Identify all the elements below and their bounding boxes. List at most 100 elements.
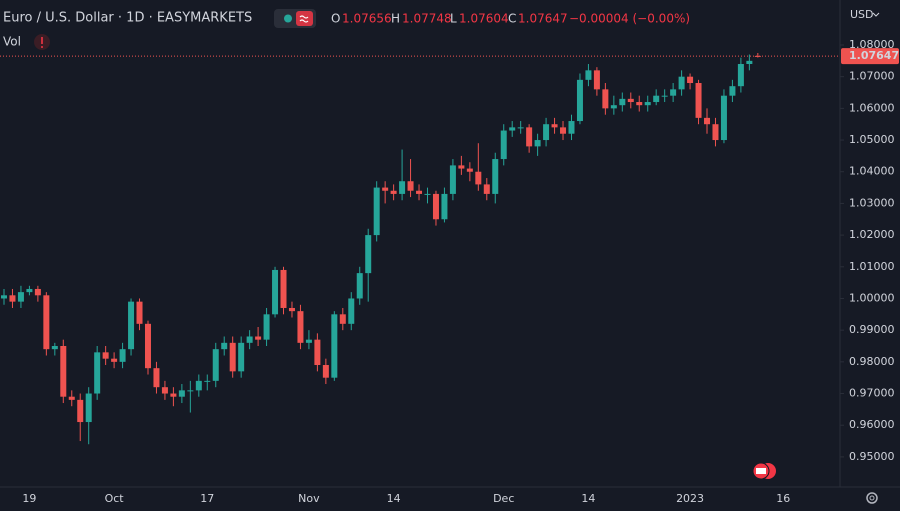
candle-body (602, 89, 609, 109)
candle-body (534, 140, 541, 147)
candle-body (314, 339, 321, 366)
y-tick-label: 1.02000 (849, 228, 895, 241)
volume-warning[interactable] (34, 34, 50, 50)
candles (1, 52, 761, 445)
x-tick-label: 19 (22, 492, 36, 505)
candle-body (500, 130, 507, 160)
y-tick-label: 1.06000 (849, 101, 895, 114)
candle-body (517, 127, 524, 129)
candle-body (221, 342, 228, 350)
candle-body (85, 393, 92, 423)
candle-body (365, 235, 372, 274)
settings-gear[interactable] (866, 492, 878, 504)
candle-body (475, 171, 482, 185)
candle-body (356, 273, 363, 299)
candle-body (322, 365, 329, 378)
candle-body (737, 64, 744, 87)
last-price-label: 1.07647 (849, 49, 899, 62)
candle-body (593, 70, 600, 90)
candle-body (187, 390, 194, 392)
last-price-box (841, 48, 899, 65)
candle-body (551, 124, 558, 128)
candle-body (34, 288, 41, 296)
candle-body (373, 187, 380, 236)
candle-body (60, 346, 67, 397)
candle-body (416, 190, 423, 194)
candle-body (212, 349, 219, 381)
candle-body (585, 70, 592, 80)
y-tick-label: 1.04000 (849, 165, 895, 178)
currency-label[interactable]: USD (850, 8, 874, 21)
candle-body (441, 193, 448, 220)
toggle-alert (296, 11, 313, 26)
toggle-dot (284, 14, 292, 23)
candle-body (119, 349, 126, 362)
candle-body (288, 307, 295, 312)
y-tick-label: 1.05000 (849, 133, 895, 146)
candle-body (246, 336, 253, 343)
candle-body (627, 98, 634, 103)
candle-body (161, 387, 168, 394)
candle-body (670, 89, 677, 96)
y-tick-label: 1.08000 (849, 38, 895, 51)
candle-body (678, 76, 685, 90)
x-tick-label: Nov (298, 492, 320, 505)
y-tick-label: 1.03000 (849, 196, 895, 209)
candle-body (305, 339, 312, 343)
events-flag[interactable] (752, 462, 776, 480)
x-tick-label: 2023 (676, 492, 704, 505)
x-tick-label: 14 (387, 492, 401, 505)
candle-body (483, 184, 490, 194)
candle-body (568, 121, 575, 134)
candle-body (111, 358, 118, 362)
y-tick-label: 0.96000 (849, 418, 895, 431)
warning-dot (41, 46, 43, 48)
candle-body (424, 193, 431, 195)
toggle-wave (299, 15, 309, 23)
candle-body (9, 295, 16, 302)
candle-body (644, 102, 651, 106)
candle-body (619, 98, 626, 106)
ohlc-change: −0.00004 (−0.00%) (569, 12, 690, 26)
candle-body (704, 117, 711, 125)
candle-body (204, 380, 211, 382)
candle-body (229, 342, 236, 372)
candle-body (449, 165, 456, 194)
candle-body (17, 292, 24, 302)
candle-body (272, 269, 279, 315)
ohlc-letter: C (508, 12, 516, 26)
x-tick-label: Dec (493, 492, 514, 505)
candle-body (560, 127, 567, 134)
ohlc-letter: O (331, 12, 340, 26)
candle-body (153, 368, 160, 388)
candle-body (720, 95, 727, 141)
candle-body (297, 311, 304, 343)
currency-chevron (872, 12, 880, 17)
candle-body (348, 298, 355, 324)
ohlc-close: 1.07647 (518, 12, 568, 26)
candle-body (407, 181, 414, 191)
candle-body (636, 102, 643, 106)
candle-body (466, 168, 473, 172)
candle-body (263, 314, 270, 340)
candle-body (687, 76, 694, 84)
ohlc-open: 1.07656 (342, 12, 392, 26)
ohlc-letter: H (391, 12, 400, 26)
candle-body (331, 314, 338, 378)
y-tick-label: 1.00000 (849, 291, 895, 304)
candle-body (543, 124, 550, 141)
candle-body (695, 83, 702, 118)
candle-body (128, 301, 135, 350)
x-tick-label: 16 (776, 492, 790, 505)
candle-body (136, 301, 143, 324)
candle-body (610, 105, 617, 109)
candle-body (238, 342, 245, 372)
visibility-toggle[interactable] (274, 9, 316, 28)
candle-body (754, 55, 761, 57)
candle-body (339, 314, 346, 324)
candle-body (178, 390, 185, 397)
candle-body (399, 181, 406, 194)
y-tick-label: 1.07000 (849, 70, 895, 83)
candle-body (576, 79, 583, 122)
